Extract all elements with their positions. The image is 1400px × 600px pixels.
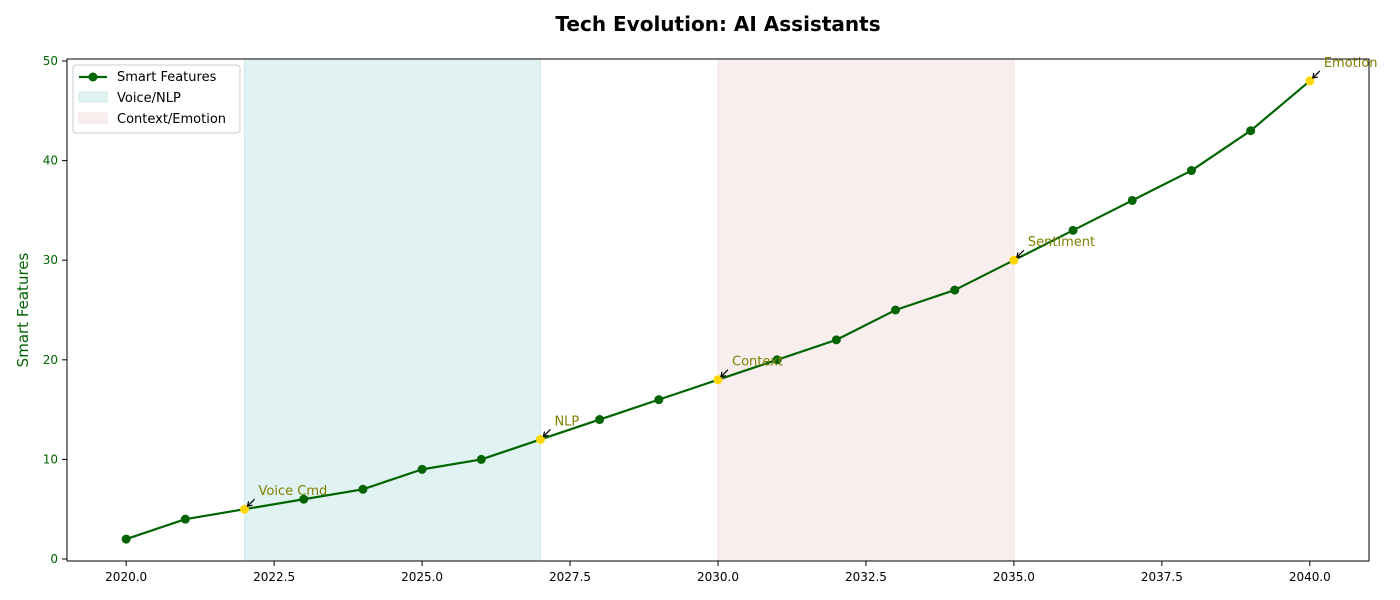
data-point	[121, 534, 131, 544]
x-axis: 2020.0 2022.5 2025.0 2027.5 2030.0 2032.5 2035…	[105, 561, 1331, 584]
data-point	[1068, 225, 1078, 235]
data-point	[1246, 126, 1256, 136]
x-tick-label: 2020.0	[105, 570, 147, 584]
legend-label: Voice/NLP	[117, 91, 181, 106]
data-point	[772, 355, 782, 365]
legend-span-swatch	[78, 112, 108, 124]
annotation-arrowhead	[246, 501, 253, 507]
data-point	[299, 494, 309, 504]
data-point	[831, 335, 841, 345]
y-tick-label: 20	[43, 353, 58, 367]
y-axis: 0 10 20 30 40 50	[43, 54, 67, 566]
x-tick-label: 2027.5	[549, 570, 591, 584]
y-tick-label: 10	[43, 452, 58, 466]
highlight-spans	[244, 58, 1015, 562]
annotation-arrowhead	[542, 431, 549, 438]
legend-marker	[88, 72, 98, 82]
x-tick-label: 2022.5	[253, 570, 295, 584]
annotation-arrowhead	[1312, 72, 1318, 79]
annotation-arrow	[1312, 70, 1321, 79]
chart-title: Tech Evolution: AI Assistants	[555, 12, 880, 36]
x-tick-label: 2030.0	[697, 570, 739, 584]
data-point	[476, 454, 486, 464]
data-point	[417, 464, 427, 474]
x-tick-label: 2035.0	[993, 570, 1035, 584]
annotation-label: Sentiment	[1028, 235, 1095, 250]
annotation-arrow	[720, 369, 729, 378]
annotation-label: Emotion	[1324, 56, 1378, 71]
data-point	[358, 484, 368, 494]
legend: Smart Features Voice/NLP Context/Emotion	[72, 64, 241, 134]
annotation-arrow	[1016, 249, 1025, 258]
x-tick-label: 2040.0	[1289, 570, 1331, 584]
data-point	[1186, 166, 1196, 176]
legend-box	[72, 64, 241, 134]
x-tick-label: 2037.5	[1141, 570, 1183, 584]
annotation-arrow	[247, 498, 255, 507]
data-point	[654, 395, 664, 405]
y-tick-label: 30	[43, 253, 58, 267]
legend-label: Context/Emotion	[117, 112, 226, 127]
y-tick-label: 40	[43, 154, 58, 168]
annotation-arrowhead	[1016, 252, 1023, 258]
x-tick-label: 2025.0	[401, 570, 443, 584]
data-point	[891, 305, 901, 315]
annotations: Voice Cmd NLP Context Sentiment Emotion	[246, 56, 1378, 507]
annotation-label: Voice Cmd	[259, 484, 328, 499]
y-tick-label: 0	[50, 552, 58, 566]
legend-span-swatch	[78, 91, 108, 103]
data-point	[1127, 195, 1137, 205]
data-point	[595, 415, 605, 425]
annotation-arrow	[543, 429, 551, 437]
legend-label: Smart Features	[117, 70, 217, 85]
y-axis-label: Smart Features	[14, 252, 32, 367]
y-tick-label: 50	[43, 54, 58, 68]
data-point	[180, 514, 190, 524]
x-tick-label: 2032.5	[845, 570, 887, 584]
span-2	[717, 58, 1015, 562]
data-point	[950, 285, 960, 295]
annotation-label: Context	[732, 355, 783, 370]
span-1	[244, 58, 541, 562]
annotation-arrowhead	[720, 371, 727, 378]
annotation-label: NLP	[554, 414, 579, 429]
